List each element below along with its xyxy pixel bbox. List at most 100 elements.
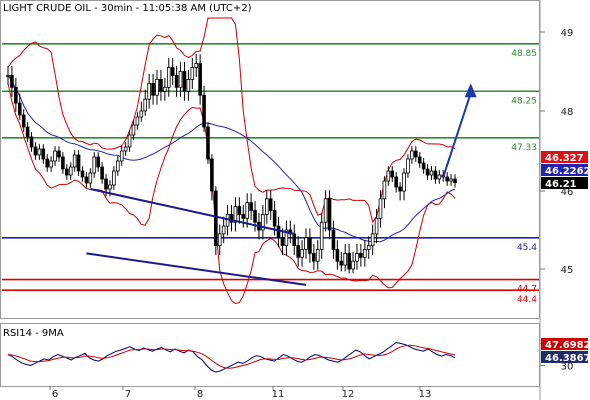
candle: [300, 240, 304, 267]
forecast-arrow: [442, 92, 472, 178]
candle: [331, 220, 336, 259]
moving-average: [7, 75, 456, 243]
channel-lower-line: [86, 252, 307, 286]
candle: [264, 190, 269, 224]
candle: [49, 156, 53, 172]
candle: [119, 146, 124, 166]
candle: [143, 89, 148, 116]
candle: [202, 85, 206, 132]
candle: [343, 244, 348, 272]
y-tick-label: 45: [561, 265, 574, 276]
candle: [182, 62, 187, 101]
candle: [402, 168, 406, 201]
candle: [355, 244, 359, 270]
bollinger-upper: [7, 17, 456, 224]
candle: [319, 212, 324, 259]
price-badge-label: 46.2262: [545, 166, 590, 177]
candle: [315, 240, 320, 270]
price-badge: [541, 164, 588, 176]
candle: [80, 166, 85, 182]
rsi-title: RSI14 - 9MA: [3, 328, 64, 339]
candle: [159, 69, 163, 101]
candle: [135, 112, 140, 130]
candle: [359, 244, 363, 267]
candle: [174, 65, 179, 97]
rsi-badge-label: 47.6982: [545, 340, 590, 351]
candle: [53, 146, 57, 166]
candle: [241, 205, 246, 228]
price-badge: [541, 177, 588, 189]
y-tick-label: 46: [561, 187, 574, 198]
candle: [112, 166, 116, 190]
y-tick-label: 48: [561, 107, 574, 118]
price-badge-label: 46.327: [545, 153, 584, 164]
rsi-badge-label: 46.3867: [545, 353, 590, 364]
candle: [261, 205, 265, 240]
candle: [131, 120, 136, 140]
candle: [374, 208, 379, 244]
candle: [206, 122, 210, 164]
candle: [449, 174, 453, 186]
candle: [382, 176, 387, 209]
candle: [190, 58, 195, 89]
price-badge: [541, 151, 588, 163]
candle: [398, 182, 402, 201]
rsi-line: [7, 341, 456, 373]
candle: [29, 132, 34, 152]
candle: [296, 236, 300, 267]
candle: [386, 166, 391, 186]
candle: [304, 228, 308, 259]
x-tick-label: 12: [342, 389, 355, 400]
candle: [194, 54, 199, 78]
axes: LIGHT CRUDE OIL - 30min - 11:05:38 AM (U…: [0, 0, 574, 400]
candle: [25, 122, 30, 142]
rsi-tick-label: 30: [561, 362, 574, 373]
forecast-arrowhead: [464, 83, 477, 98]
candle: [68, 162, 73, 180]
candle: [100, 162, 104, 184]
rsi-badge: [541, 338, 588, 350]
candle: [92, 152, 97, 178]
candle: [312, 244, 316, 270]
candle: [378, 190, 383, 228]
candle: [123, 142, 128, 156]
candle: [363, 240, 367, 267]
candle: [390, 166, 395, 182]
price-badge-label: 46.21: [545, 179, 577, 190]
candle: [14, 77, 18, 112]
candle: [429, 166, 434, 180]
candle: [88, 168, 93, 188]
candle: [366, 236, 371, 259]
candle: [308, 228, 312, 263]
candle: [347, 244, 351, 274]
candle: [198, 54, 202, 105]
candle: [268, 190, 273, 220]
candle: [421, 158, 426, 174]
candle: [76, 150, 81, 176]
channel-upper-line: [90, 188, 295, 235]
candle: [170, 58, 175, 85]
candle: [233, 197, 238, 232]
candle: [453, 174, 457, 188]
x-tick-label: 8: [197, 389, 203, 400]
candle: [280, 228, 285, 255]
candle: [33, 142, 38, 160]
chart-title: LIGHT CRUDE OIL - 30min - 11:05:38 AM (U…: [3, 3, 252, 14]
level-label: 48.85: [511, 49, 537, 59]
candle: [155, 69, 159, 105]
candle: [37, 144, 42, 160]
candle: [214, 186, 218, 255]
candle: [284, 220, 289, 255]
candle: [10, 65, 14, 97]
x-tick-label: 11: [272, 389, 285, 400]
candle: [237, 197, 242, 224]
candle: [292, 224, 297, 255]
candle: [276, 216, 281, 248]
candle: [221, 216, 226, 244]
candle: [84, 172, 89, 188]
candle: [245, 193, 249, 228]
candle: [413, 146, 418, 162]
